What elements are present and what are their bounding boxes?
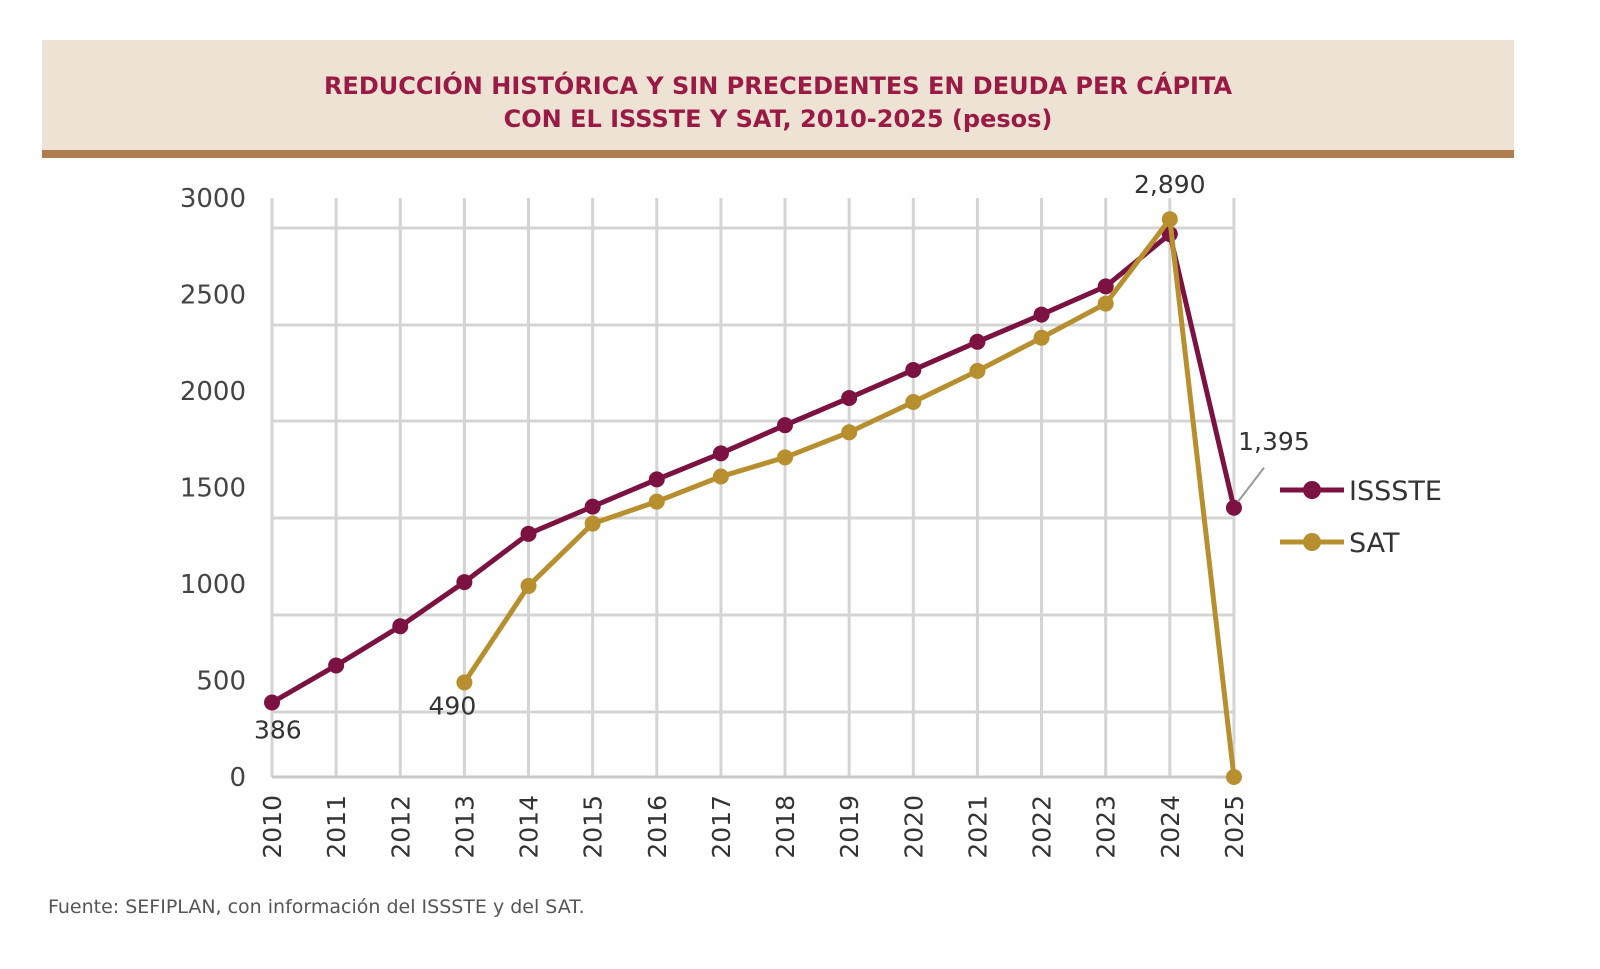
source-note: Fuente: SEFIPLAN, con información del IS…	[48, 896, 585, 918]
y-tick-label: 2000	[180, 377, 246, 407]
data-point-sat	[584, 515, 601, 532]
data-label: 490	[429, 691, 477, 720]
data-label: 2,890	[1134, 170, 1206, 199]
x-tick-label: 2021	[963, 795, 992, 859]
data-point-sat	[712, 468, 729, 485]
legend-marker-sat	[1303, 533, 1321, 551]
data-point-sat	[520, 577, 537, 594]
data-point-sat	[905, 394, 922, 411]
y-tick-label: 1500	[180, 474, 246, 504]
data-point-issste	[648, 471, 665, 488]
data-point-issste	[584, 498, 601, 515]
x-tick-label: 2012	[386, 795, 415, 859]
data-point-issste	[777, 417, 794, 434]
data-label-leader	[1237, 467, 1265, 503]
data-point-issste	[264, 694, 280, 711]
data-point-sat	[777, 449, 794, 466]
data-point-sat	[456, 674, 473, 691]
data-point-issste	[456, 574, 473, 591]
x-tick-label: 2018	[771, 795, 800, 859]
data-point-sat	[1225, 769, 1242, 785]
data-label: 1,395	[1238, 427, 1310, 456]
series-line-issste	[270, 231, 1237, 705]
data-label: 386	[254, 716, 302, 745]
y-tick-label: 0	[229, 763, 246, 793]
legend-label-sat: SAT	[1349, 528, 1400, 559]
data-point-issste	[328, 657, 345, 674]
data-point-sat	[1161, 211, 1178, 228]
x-tick-label: 2022	[1028, 795, 1057, 859]
chart-title-line-1: REDUCCIÓN HISTÓRICA Y SIN PRECEDENTES EN…	[323, 72, 1233, 100]
data-point-issste	[841, 389, 858, 406]
x-tick-label: 2014	[515, 795, 544, 859]
x-tick-label: 2016	[643, 795, 672, 859]
legend-label-issste: ISSSTE	[1349, 476, 1442, 507]
x-tick-label: 2019	[835, 795, 864, 859]
x-tick-label: 2020	[899, 795, 928, 859]
y-tick-label: 2500	[180, 281, 246, 311]
data-point-issste	[712, 445, 729, 462]
data-point-issste	[1225, 499, 1242, 516]
legend-marker-issste	[1303, 481, 1321, 499]
x-tick-label: 2010	[258, 795, 287, 859]
x-tick-label: 2017	[707, 795, 736, 859]
data-point-sat	[1033, 329, 1050, 346]
x-tick-label: 2011	[322, 795, 351, 859]
data-point-issste	[520, 525, 537, 542]
data-point-issste	[969, 333, 986, 350]
data-point-sat	[841, 424, 858, 441]
y-tick-label: 1000	[180, 570, 246, 600]
x-tick-label: 2023	[1092, 795, 1121, 859]
chart-title: REDUCCIÓN HISTÓRICA Y SIN PRECEDENTES EN…	[42, 70, 1514, 136]
chart-title-line-2: CON EL ISSSTE Y SAT, 2010-2025 (pesos)	[503, 105, 1053, 133]
title-banner: REDUCCIÓN HISTÓRICA Y SIN PRECEDENTES EN…	[42, 40, 1514, 158]
y-tick-label: 500	[196, 667, 246, 697]
x-tick-label: 2025	[1220, 795, 1249, 859]
x-tick-label: 2024	[1156, 795, 1185, 859]
data-point-issste	[1033, 306, 1050, 323]
data-point-sat	[969, 362, 986, 379]
data-point-sat	[1097, 295, 1114, 312]
y-tick-label: 3000	[180, 184, 246, 214]
data-point-issste	[1097, 278, 1114, 295]
data-point-issste	[392, 618, 409, 635]
data-point-sat	[648, 493, 665, 510]
x-tick-label: 2015	[579, 795, 608, 859]
data-point-issste	[905, 361, 922, 378]
x-tick-label: 2013	[450, 795, 479, 859]
